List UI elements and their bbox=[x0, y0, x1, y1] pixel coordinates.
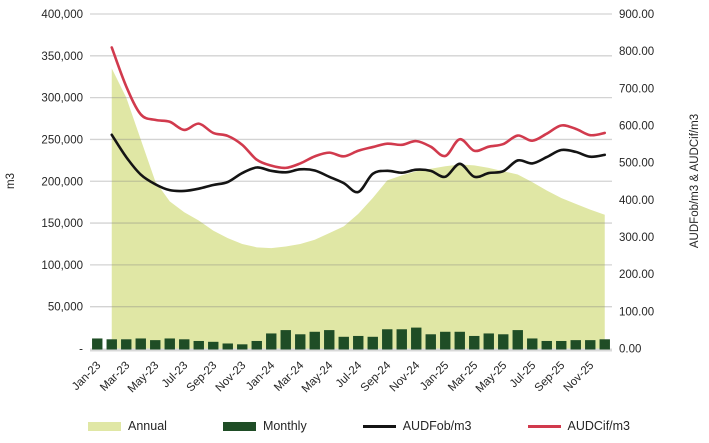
bar-monthly bbox=[251, 340, 262, 350]
chart-canvas: - 50,000 100,000 150,000 200,000 250,000 300,0… bbox=[5, 9, 701, 395]
audcif-line-swatch-icon bbox=[527, 424, 561, 428]
bar-monthly bbox=[469, 335, 480, 350]
legend-item-audfob: AUDFob/m3 bbox=[362, 418, 472, 433]
left-axis-tick-label: 100,000 bbox=[41, 260, 83, 272]
bar-monthly bbox=[454, 331, 465, 350]
left-axis-tick-label: 300,000 bbox=[41, 93, 83, 105]
right-axis-tick-label: 700.00 bbox=[619, 83, 654, 95]
right-axis-tick-label: 100.00 bbox=[619, 306, 654, 318]
left-axis-tick-label: 150,000 bbox=[41, 218, 83, 230]
bar-monthly bbox=[367, 336, 378, 350]
bar-monthly bbox=[208, 341, 219, 350]
bar-monthly bbox=[570, 340, 581, 350]
x-axis-tick-label: Nov-24 bbox=[388, 359, 423, 394]
bar-monthly bbox=[527, 338, 538, 350]
x-axis-tick-label: May-23 bbox=[126, 360, 162, 396]
left-axis-tick-label: 200,000 bbox=[41, 176, 83, 188]
line-audcif-m3 bbox=[110, 46, 607, 170]
left-axis-tick-label: - bbox=[79, 344, 83, 356]
bar-monthly bbox=[106, 339, 117, 350]
left-axis-title: m3 bbox=[5, 173, 17, 189]
x-axis-tick-label: May-24 bbox=[300, 359, 336, 395]
bar-monthly bbox=[266, 333, 277, 350]
bar-monthly bbox=[150, 340, 161, 350]
bar-monthly bbox=[498, 334, 509, 350]
x-axis-tick-label: Nov-23 bbox=[214, 360, 249, 395]
legend-item-monthly: Monthly bbox=[222, 418, 307, 433]
bar-monthly bbox=[440, 331, 451, 350]
x-axis-tick-label: Sep-24 bbox=[359, 359, 394, 394]
annual-area-swatch-icon bbox=[88, 421, 121, 431]
bar-monthly bbox=[585, 340, 596, 350]
bar-monthly bbox=[512, 330, 523, 350]
x-axis-tick-label: May-25 bbox=[474, 360, 510, 396]
bar-monthly bbox=[556, 340, 567, 350]
right-axis-tick-label: 200.00 bbox=[619, 269, 654, 281]
right-axis-title: AUDFob/m3 & AUDCif/m3 bbox=[689, 114, 701, 248]
monthly-bar-swatch-icon bbox=[222, 421, 256, 431]
bar-monthly bbox=[324, 330, 335, 350]
bar-monthly bbox=[425, 334, 436, 350]
x-axis-tick-label: Jan-23 bbox=[70, 360, 103, 393]
right-axis-tick-label: 800.00 bbox=[619, 46, 654, 58]
line-audfob-m3 bbox=[110, 133, 607, 194]
x-axis-tick-label: Sep-23 bbox=[185, 360, 220, 395]
right-axis-tick-label: 900.00 bbox=[619, 9, 654, 21]
legend-item-annual: Annual bbox=[88, 420, 167, 433]
right-axis-tick-label: 500.00 bbox=[619, 158, 654, 170]
left-axis-tick-label: 250,000 bbox=[41, 134, 83, 146]
bar-monthly bbox=[411, 327, 422, 350]
bar-monthly bbox=[237, 344, 248, 350]
bar-monthly bbox=[135, 338, 146, 350]
bar-monthly bbox=[483, 333, 494, 350]
right-axis-tick-label: 0.00 bbox=[619, 344, 641, 356]
legend-label-audfob: AUDFob/m3 bbox=[402, 418, 472, 433]
right-axis-tick-label: 300.00 bbox=[619, 232, 654, 244]
legend-item-audcif: AUDCif/m3 bbox=[527, 418, 631, 433]
bar-monthly bbox=[193, 340, 204, 350]
chart-legend: Annual Monthly AUDFob/m3 AUDCif/m3 bbox=[0, 412, 709, 440]
x-axis-tick-label: Jan-24 bbox=[244, 359, 278, 393]
bar-monthly bbox=[179, 339, 190, 350]
x-axis-tick-label: Sep-25 bbox=[533, 360, 568, 395]
bar-monthly bbox=[353, 335, 364, 350]
bar-monthly bbox=[280, 330, 291, 350]
bar-monthly bbox=[338, 336, 349, 350]
bar-monthly bbox=[599, 339, 610, 350]
left-axis-tick-label: 350,000 bbox=[41, 51, 83, 63]
x-axis-tick-label: Jan-25 bbox=[418, 360, 451, 393]
legend-label-annual: Annual bbox=[128, 418, 167, 433]
audfob-line-swatch-icon bbox=[362, 424, 396, 428]
right-axis-tick-label: 400.00 bbox=[619, 195, 654, 207]
left-axis-tick-label: 50,000 bbox=[48, 302, 83, 314]
legend-label-monthly: Monthly bbox=[262, 418, 307, 433]
bar-monthly bbox=[164, 338, 175, 350]
right-axis-tick-label: 600.00 bbox=[619, 121, 654, 133]
bar-series-monthly bbox=[92, 327, 610, 350]
left-axis-tick-label: 400,000 bbox=[41, 9, 83, 21]
bar-monthly bbox=[295, 334, 306, 350]
bar-monthly bbox=[222, 343, 233, 350]
bar-monthly bbox=[92, 338, 103, 350]
bar-monthly bbox=[541, 340, 552, 350]
x-axis-tick-labels: Jan-23Mar-23May-23Jul-23Sep-23Nov-23Jan-… bbox=[70, 359, 596, 395]
bar-monthly bbox=[382, 329, 393, 350]
x-axis-tick-label: Nov-25 bbox=[562, 360, 597, 395]
bar-monthly bbox=[396, 329, 407, 350]
area-series-annual bbox=[111, 68, 605, 349]
bar-monthly bbox=[309, 331, 320, 350]
legend-label-audcif: AUDCif/m3 bbox=[567, 418, 631, 433]
bar-monthly bbox=[121, 339, 132, 350]
